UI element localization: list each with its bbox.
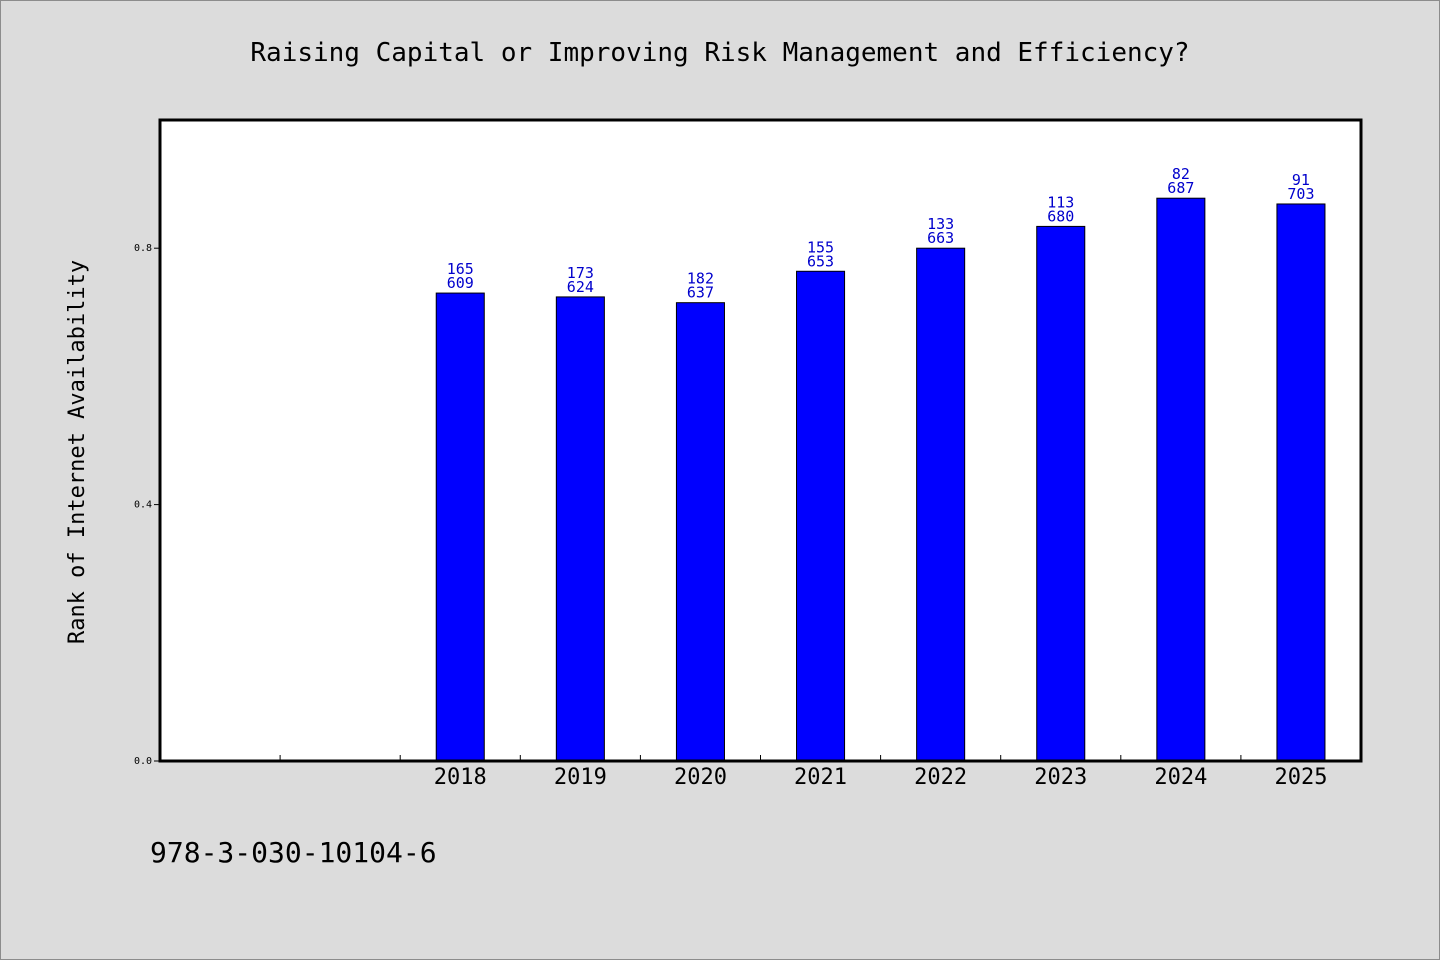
data-label: 680	[1047, 207, 1074, 225]
x-tick-label: 2022	[914, 765, 967, 790]
data-label: 653	[807, 252, 834, 270]
x-tick-label: 2023	[1034, 765, 1087, 790]
data-label: 173	[567, 264, 594, 282]
x-tick-label: 2018	[434, 765, 487, 790]
chart-title: Raising Capital or Improving Risk Manage…	[250, 38, 1189, 68]
data-label: 687	[1167, 179, 1194, 197]
data-label: 663	[927, 229, 954, 247]
y-tick-label: 0.0	[134, 756, 152, 767]
y-tick-label: 0.8	[134, 243, 152, 254]
data-label: 703	[1287, 185, 1314, 203]
data-label: 155	[807, 238, 834, 256]
x-tick-label: 2019	[554, 765, 607, 790]
bar	[675, 302, 725, 762]
data-label: 637	[687, 284, 714, 302]
data-label: 82	[1172, 165, 1190, 183]
data-label: 91	[1292, 171, 1310, 189]
bar	[1276, 203, 1326, 762]
bar	[435, 292, 485, 762]
bar	[796, 270, 846, 762]
x-tick-label: 2021	[794, 765, 847, 790]
x-tick-label: 2024	[1154, 765, 1207, 790]
y-axis-label: Rank of Internet Availability	[65, 260, 90, 644]
y-tick-label: 0.4	[134, 500, 152, 511]
x-tick-label: 2025	[1274, 765, 1327, 790]
isbn-footer: 978-3-030-10104-6	[150, 836, 437, 869]
bar	[916, 247, 966, 762]
data-label: 113	[1047, 193, 1074, 211]
plot-border	[158, 118, 1363, 763]
data-label: 182	[687, 270, 714, 288]
x-tick-label: 2020	[674, 765, 727, 790]
data-label: 133	[927, 215, 954, 233]
data-label: 165	[447, 260, 474, 278]
bar	[1156, 197, 1206, 762]
data-label: 609	[447, 274, 474, 292]
bar	[1036, 225, 1086, 762]
bar	[555, 296, 605, 762]
data-label: 624	[567, 278, 594, 296]
